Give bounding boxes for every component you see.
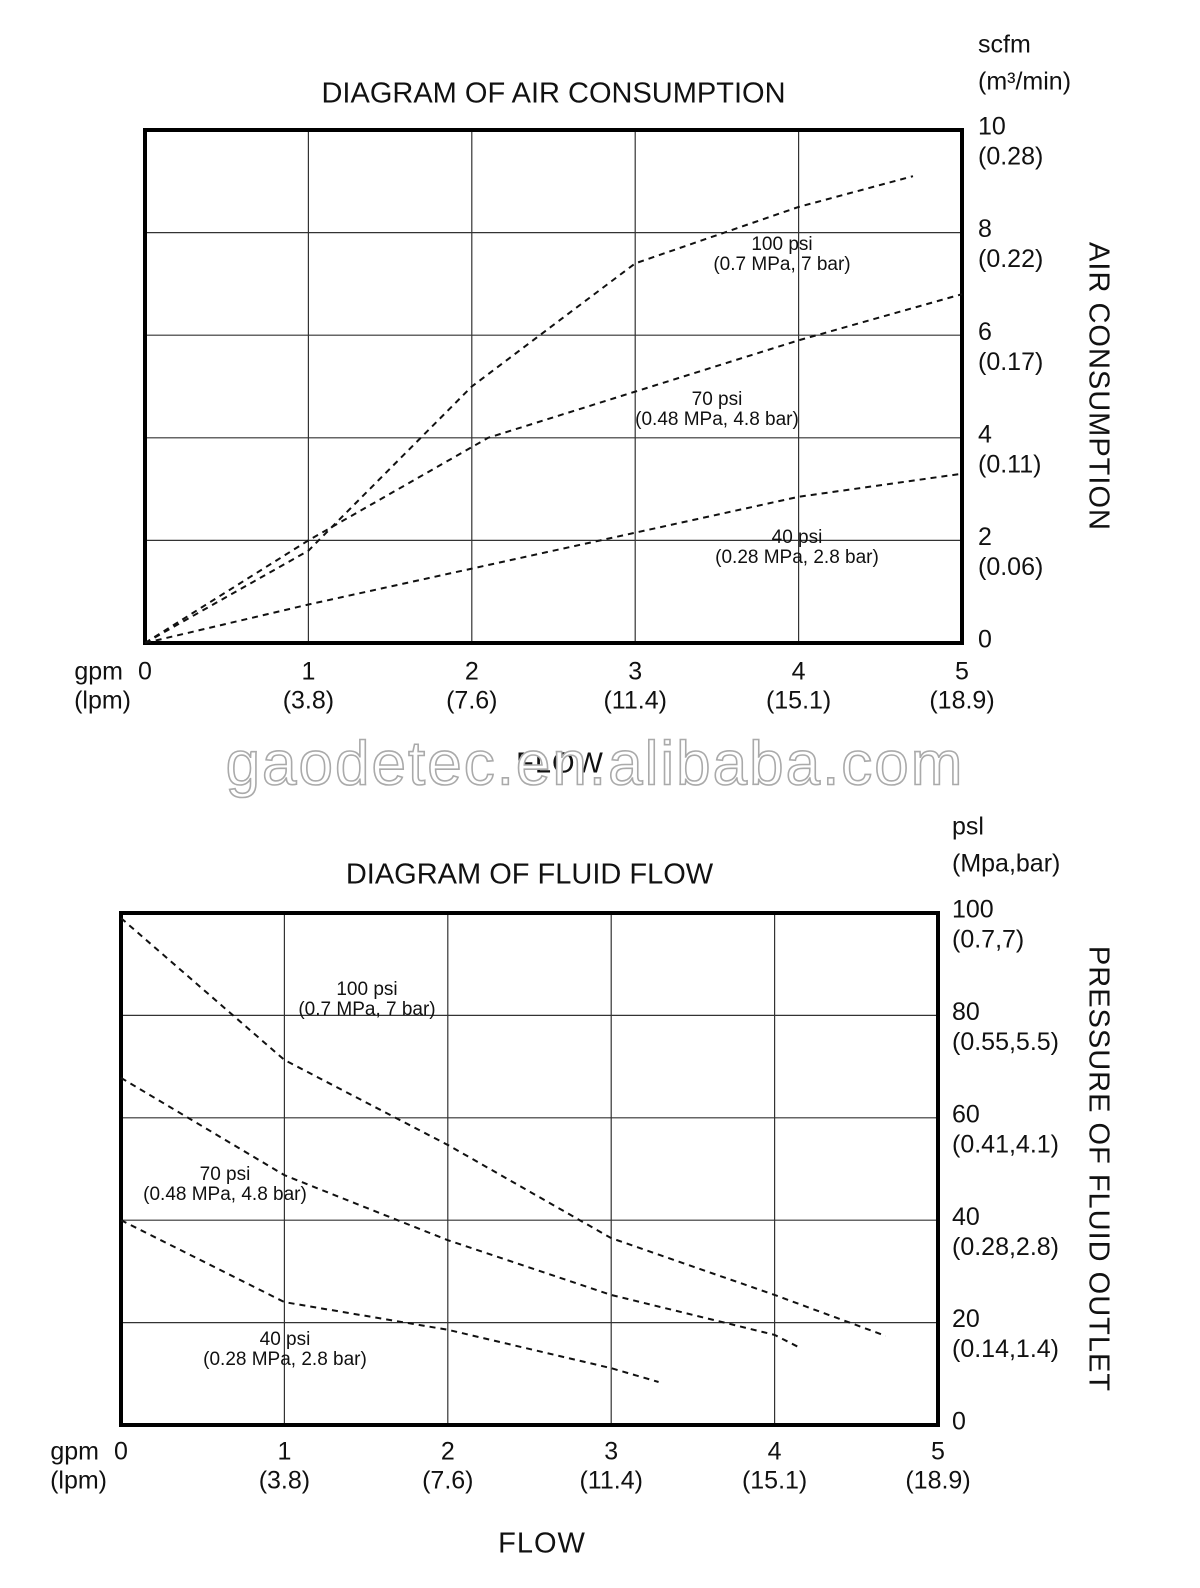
- y-tick-label-secondary: (0.06): [978, 553, 1043, 581]
- y-tick-label: 0: [952, 1408, 966, 1436]
- series-line: [144, 472, 963, 644]
- watermark: gaodetec.en.alibaba.com: [226, 729, 965, 798]
- y-unit-secondary: (m³/min): [978, 68, 1071, 96]
- y-tick-label: 60: [952, 1100, 980, 1128]
- x-tick-label: 5: [955, 658, 969, 686]
- x-tick-label-lpm: (11.4): [603, 687, 666, 715]
- plot-frame: [119, 911, 940, 1427]
- series-label: 40 psi: [260, 1329, 311, 1350]
- y-tick-label-secondary: (0.14,1.4): [952, 1335, 1059, 1363]
- y-tick-label: 8: [978, 215, 992, 243]
- series-line: [144, 293, 963, 644]
- y-tick-label: 10: [978, 113, 1006, 141]
- x-tick-label-lpm: (11.4): [579, 1467, 642, 1495]
- series-label: 70 psi: [692, 389, 743, 410]
- y-axis-title: PRESSURE OF FLUID OUTLET: [1082, 946, 1114, 1392]
- series-label: 100 psi: [751, 234, 812, 255]
- series-label-detail: (0.48 MPa, 4.8 bar): [635, 409, 799, 430]
- x-tick-label-lpm: (15.1): [766, 687, 831, 715]
- x-tick-label-lpm: (18.9): [929, 687, 994, 715]
- y-tick-label-secondary: (0.28): [978, 143, 1043, 171]
- x-tick-label: 3: [628, 658, 642, 686]
- y-tick-label: 6: [978, 318, 992, 346]
- x-axis-title: FLOW: [516, 748, 604, 780]
- x-tick-label-lpm: (3.8): [259, 1467, 310, 1495]
- x-axis-title: FLOW: [498, 1528, 586, 1560]
- y-unit: psl: [952, 813, 984, 841]
- x-tick-label: 1: [277, 1438, 291, 1466]
- series-label-detail: (0.28 MPa, 2.8 bar): [203, 1349, 367, 1370]
- y-tick-label-secondary: (0.28,2.8): [952, 1233, 1059, 1261]
- x-tick-label: 1: [301, 658, 315, 686]
- x-tick-label-lpm: (3.8): [283, 687, 334, 715]
- plot-frame: [143, 128, 964, 645]
- y-unit: scfm: [978, 31, 1031, 59]
- series-label-detail: (0.28 MPa, 2.8 bar): [715, 547, 879, 568]
- x-tick-label: 0: [138, 658, 152, 686]
- y-tick-label: 2: [978, 523, 992, 551]
- y-tick-label: 20: [952, 1305, 980, 1333]
- series-label: 100 psi: [336, 979, 397, 1000]
- x-tick-label: 2: [441, 1438, 455, 1466]
- x-tick-label-lpm: (7.6): [422, 1467, 473, 1495]
- y-tick-label: 0: [978, 626, 992, 654]
- series-line: [144, 175, 914, 644]
- y-unit-secondary: (Mpa,bar): [952, 850, 1060, 878]
- series-label-detail: (0.7 MPa, 7 bar): [713, 254, 850, 275]
- x-tick-label: 3: [604, 1438, 618, 1466]
- series-label-detail: (0.7 MPa, 7 bar): [298, 999, 435, 1020]
- x-tick-label: 2: [465, 658, 479, 686]
- y-axis-title: AIR CONSUMPTION: [1082, 242, 1114, 531]
- chart-title: DIAGRAM OF AIR CONSUMPTION: [321, 78, 785, 110]
- chart-title: DIAGRAM OF FLUID FLOW: [346, 859, 714, 891]
- x-unit: gpm: [50, 1438, 99, 1466]
- y-tick-label-secondary: (0.17): [978, 348, 1043, 376]
- y-tick-label: 100: [952, 896, 994, 924]
- series-line: [120, 1077, 802, 1350]
- y-tick-label-secondary: (0.55,5.5): [952, 1028, 1059, 1056]
- y-tick-label: 80: [952, 998, 980, 1026]
- x-tick-label: 0: [114, 1438, 128, 1466]
- x-unit-secondary: (lpm): [50, 1467, 107, 1495]
- x-tick-label: 4: [792, 658, 806, 686]
- y-tick-label-secondary: (0.22): [978, 245, 1043, 273]
- series-label-detail: (0.48 MPa, 4.8 bar): [143, 1184, 307, 1205]
- x-tick-label: 4: [768, 1438, 782, 1466]
- x-unit-secondary: (lpm): [74, 687, 131, 715]
- x-tick-label: 5: [931, 1438, 945, 1466]
- series-label: 70 psi: [200, 1164, 251, 1185]
- x-unit: gpm: [74, 658, 123, 686]
- x-tick-label-lpm: (7.6): [446, 687, 497, 715]
- y-tick-label-secondary: (0.41,4.1): [952, 1130, 1059, 1158]
- series-line: [120, 1219, 659, 1383]
- y-tick-label-secondary: (0.7,7): [952, 926, 1024, 954]
- y-tick-label: 4: [978, 420, 992, 448]
- y-tick-label-secondary: (0.11): [978, 450, 1041, 478]
- y-tick-label: 40: [952, 1203, 980, 1231]
- series-label: 40 psi: [772, 527, 823, 548]
- x-tick-label-lpm: (15.1): [742, 1467, 807, 1495]
- series-line: [120, 917, 887, 1337]
- x-tick-label-lpm: (18.9): [905, 1467, 970, 1495]
